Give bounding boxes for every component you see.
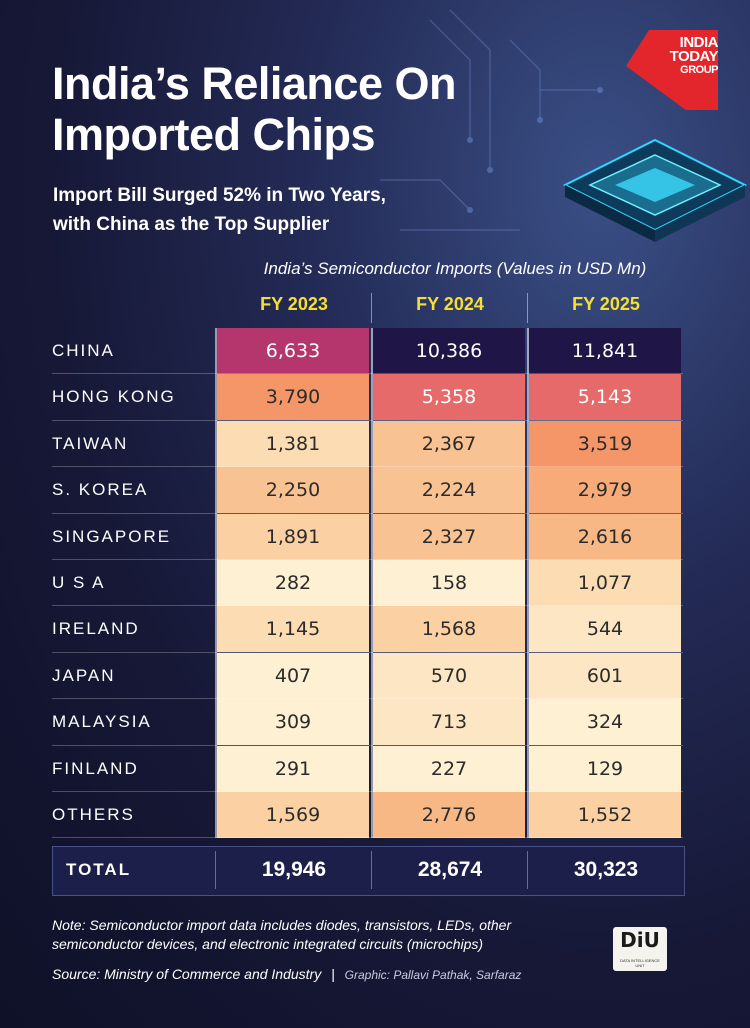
row-label: FINLAND — [52, 758, 139, 778]
table-cell: 309 — [217, 699, 369, 746]
total-label: TOTAL — [66, 860, 132, 879]
total-row — [52, 846, 685, 896]
column-divider — [215, 328, 217, 839]
row-label: SINGAPORE — [52, 526, 172, 546]
source-text: Source: Ministry of Commerce and Industr… — [52, 966, 322, 982]
row-label: TAIWAN — [52, 433, 129, 453]
table-caption: India’s Semiconductor Imports (Values in… — [263, 259, 647, 278]
table-cell: 1,381 — [217, 420, 369, 467]
row-divider — [52, 837, 683, 839]
graphic-credit: Graphic: Pallavi Pathak, Sarfaraz — [344, 968, 522, 982]
total-fy2025: 30,323 — [573, 858, 639, 881]
table-cell: 2,367 — [373, 420, 525, 467]
table-cell: 2,616 — [529, 513, 681, 560]
page-subtitle: Import Bill Surged 52% in Two Years, wit… — [53, 181, 386, 239]
table-cell: 1,145 — [217, 606, 369, 653]
circuit-background — [380, 9, 603, 231]
table-cell: 2,224 — [373, 467, 525, 514]
table-cell: 1,569 — [217, 792, 369, 838]
table-cell: 129 — [529, 745, 681, 792]
row-divider — [52, 373, 683, 375]
table-cell: 2,327 — [373, 513, 525, 560]
header-divider — [527, 293, 528, 323]
page-title: India’s Reliance On Imported Chips — [52, 58, 456, 160]
subtitle-line-1: Import Bill Surged 52% in Two Years, — [53, 185, 386, 206]
row-divider — [52, 791, 683, 792]
logo-line-3: GROUP — [680, 64, 718, 76]
footnote: Note: Semiconductor import data includes… — [52, 916, 572, 954]
column-divider — [371, 328, 373, 839]
row-label: S. KOREA — [52, 480, 149, 500]
table-cell: 10,386 — [373, 328, 525, 374]
row-divider — [52, 744, 683, 746]
india-today-logo-text: INDIA TODAY GROUP — [648, 34, 719, 76]
row-label: U S A — [52, 573, 106, 592]
table-cell: 570 — [373, 652, 525, 699]
row-label: MALAYSIA — [52, 712, 152, 732]
chip-illustration — [562, 138, 748, 242]
table-cell: 1,077 — [529, 560, 681, 606]
table-cell: 3,519 — [529, 420, 681, 467]
note-line-2: semiconductor devices, and electronic in… — [52, 936, 484, 952]
column-header-fy2025: FY 2025 — [572, 294, 640, 314]
logo-line-2: TODAY — [669, 48, 719, 65]
column-divider — [527, 328, 529, 839]
row-label: OTHERS — [52, 805, 135, 824]
table-cell: 1,891 — [217, 513, 369, 560]
table-cell: 11,841 — [529, 328, 681, 374]
title-line-2: Imported Chips — [52, 109, 376, 160]
table-cell: 407 — [217, 652, 369, 699]
table-cell: 227 — [373, 745, 525, 792]
row-divider — [52, 559, 683, 560]
total-fy2023: 19,946 — [261, 858, 327, 881]
row-divider — [52, 605, 683, 607]
row-divider — [52, 512, 683, 514]
table-cell: 1,552 — [529, 792, 681, 838]
row-label: CHINA — [52, 341, 115, 360]
total-divider — [215, 851, 216, 889]
title-line-1: India’s Reliance On — [52, 58, 456, 109]
row-divider — [52, 651, 683, 653]
header-divider — [371, 293, 372, 323]
table-cell: 282 — [217, 560, 369, 606]
row-divider — [52, 698, 683, 700]
row-label: HONG KONG — [52, 387, 176, 407]
row-label: JAPAN — [52, 665, 116, 685]
row-divider — [52, 466, 683, 468]
row-divider — [52, 419, 683, 421]
source-line: Source: Ministry of Commerce and Industr… — [52, 966, 521, 982]
table-cell: 3,790 — [217, 374, 369, 421]
table-cell: 5,358 — [373, 374, 525, 421]
row-label: IRELAND — [52, 619, 140, 639]
total-divider — [527, 851, 528, 889]
table-cell: 1,568 — [373, 606, 525, 653]
table-cell: 158 — [373, 560, 525, 606]
table-cell: 6,633 — [217, 328, 369, 374]
diu-logo-text: DiU — [620, 928, 660, 952]
column-header-fy2024: FY 2024 — [416, 294, 484, 314]
table-cell: 544 — [529, 606, 681, 653]
total-fy2024: 28,674 — [417, 858, 483, 881]
table-cell: 2,776 — [373, 792, 525, 838]
logo-line-1: INDIA — [679, 34, 719, 51]
table-cell: 2,979 — [529, 467, 681, 514]
column-header-fy2023: FY 2023 — [260, 294, 328, 314]
note-line-1: Note: Semiconductor import data includes… — [52, 917, 512, 933]
table-cell: 291 — [217, 745, 369, 792]
source-separator: | — [331, 966, 335, 982]
table-cell: 2,250 — [217, 467, 369, 514]
diu-logo-subtext: DATA INTELLIGENCE UNIT — [620, 958, 660, 968]
table-cell: 601 — [529, 652, 681, 699]
subtitle-line-2: with China as the Top Supplier — [53, 214, 330, 235]
total-divider — [371, 851, 372, 889]
table-cell: 713 — [373, 699, 525, 746]
table-cell: 5,143 — [529, 374, 681, 421]
diu-logo — [613, 927, 667, 971]
table-cell: 324 — [529, 699, 681, 746]
